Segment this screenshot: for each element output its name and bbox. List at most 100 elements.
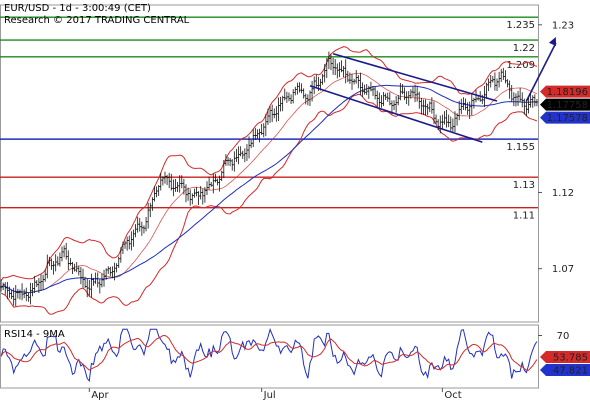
candle-123 [258,128,261,143]
candle-7 [14,285,17,307]
candle-155 [325,57,328,79]
price-panel-frame [0,4,539,323]
candle-227 [476,96,480,101]
bollinger-bands [0,46,538,315]
candle-141 [296,82,299,95]
candle-222 [466,102,469,115]
candle-13 [27,292,30,302]
chart-title: EUR/USD - 1d - 3:00:49 (CET) [4,3,151,14]
candle-2 [4,282,7,295]
candle-19 [39,274,43,291]
candle-159 [333,59,337,76]
candle-32 [67,250,70,270]
candle-70 [146,202,150,229]
candle-134 [281,95,284,112]
candle-177 [371,86,375,97]
candle-198 [415,86,419,102]
price-axis: 1.23 1.12 1.07 1.18196 1.17758 1.17578 [538,20,590,275]
candle-199 [418,91,421,109]
candle-121 [254,127,257,140]
candle-206 [432,101,436,125]
candle-149 [312,76,316,95]
candle-233 [489,75,492,88]
candle-119 [249,139,253,149]
level-label-1.209: 1.209 [506,60,535,71]
candle-124 [260,123,263,135]
candle-11 [22,289,26,299]
time-tick-label-Apr: Apr [91,390,109,400]
candle-15 [31,283,34,297]
candle-245 [514,93,518,107]
candle-100 [210,181,213,187]
price-tick-label-1.07: 1.07 [552,264,574,275]
candle-164 [344,59,347,84]
candle-55 [115,263,118,273]
candle-238 [500,68,503,82]
candle-178 [373,86,377,100]
candle-232 [487,78,490,92]
candle-96 [201,189,205,205]
rsi-panel-frame [0,324,539,389]
time-tick-label-Jul: Jul [263,390,276,400]
candle-102 [214,173,217,183]
candle-99 [207,176,211,190]
candle-181 [380,95,383,108]
candle-64 [134,224,137,238]
candle-81 [170,173,173,191]
candle-169 [355,69,358,84]
candle-211 [443,111,446,125]
candle-9 [18,289,22,300]
candle-180 [378,92,381,108]
candle-236 [495,78,499,91]
candle-168 [352,78,356,85]
candle-231 [485,82,488,99]
candle-92 [193,188,196,198]
candle-162 [340,60,343,73]
rsi-badge-blue: 47.821 [540,364,590,377]
candle-48 [100,273,104,288]
price-badge-last: 1.17758 [540,98,590,111]
candle-17 [35,280,38,288]
candle-43 [90,273,93,298]
candle-137 [287,92,291,102]
candle-53 [111,266,114,279]
candle-131 [275,106,278,122]
bollinger-middle-band [0,72,538,294]
candle-182 [382,92,385,107]
candle-56 [117,256,120,269]
candle-184 [386,92,389,102]
candle-38 [79,266,83,285]
candle-246 [516,90,520,106]
candle-74 [155,186,158,198]
candle-201 [422,99,425,115]
candle-161 [338,62,341,78]
price-badge-high: 1.18196 [540,85,590,98]
level-label-1.13: 1.13 [513,180,535,191]
candle-20 [41,274,45,290]
candle-225 [472,97,476,109]
candle-204 [428,101,431,113]
time-axis: Apr Jul Oct [88,388,462,400]
candle-109 [228,158,232,167]
candle-138 [289,94,293,104]
candle-31 [64,242,68,260]
candle-42 [88,280,91,297]
price-tick-label-1.12: 1.12 [552,188,574,199]
candle-16 [33,276,36,293]
candle-93 [195,187,198,197]
level-label-1.235: 1.235 [506,20,535,31]
candle-142 [298,82,301,93]
rsi-line [0,327,538,383]
candle-37 [77,266,81,276]
candle-12 [25,287,28,302]
candle-185 [388,92,392,106]
candle-215 [451,118,455,132]
level-label-1.11: 1.11 [513,211,535,222]
candle-140 [294,86,297,96]
candle-247 [518,87,522,102]
candle-103 [216,178,219,186]
candle-212 [445,109,448,128]
candle-163 [342,65,345,78]
candle-156 [327,51,331,70]
candle-110 [231,159,234,171]
